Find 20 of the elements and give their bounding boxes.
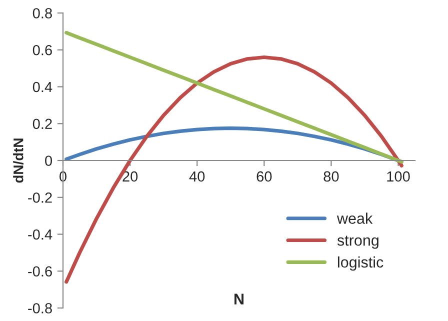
x-tick-label: 60 [256,171,272,182]
x-tick-label: 40 [189,171,205,182]
y-tick-label: 0.8 [32,8,52,18]
y-tick-label: -0.2 [28,192,52,203]
y-tick-label: -0.8 [28,303,52,314]
x-axis-title: N [234,294,244,304]
legend-label: weak [336,212,373,224]
x-tick-label: 80 [324,171,339,182]
y-tick-label: 0.2 [32,118,52,130]
legend-label: strong [337,236,378,249]
x-tick-label: 20 [122,171,138,182]
y-tick-label: -0.6 [28,266,52,277]
line-series [64,30,404,164]
x-tick-label: 100 [387,171,410,182]
y-tick-label: 0 [45,156,52,166]
legend-label: logistic [338,256,384,271]
y-tick-label: 0.6 [32,44,52,56]
y-tick-label: -0.4 [28,229,52,240]
y-axis-title: dN/dtN [13,138,24,183]
y-tick-label: 0.4 [32,82,52,92]
